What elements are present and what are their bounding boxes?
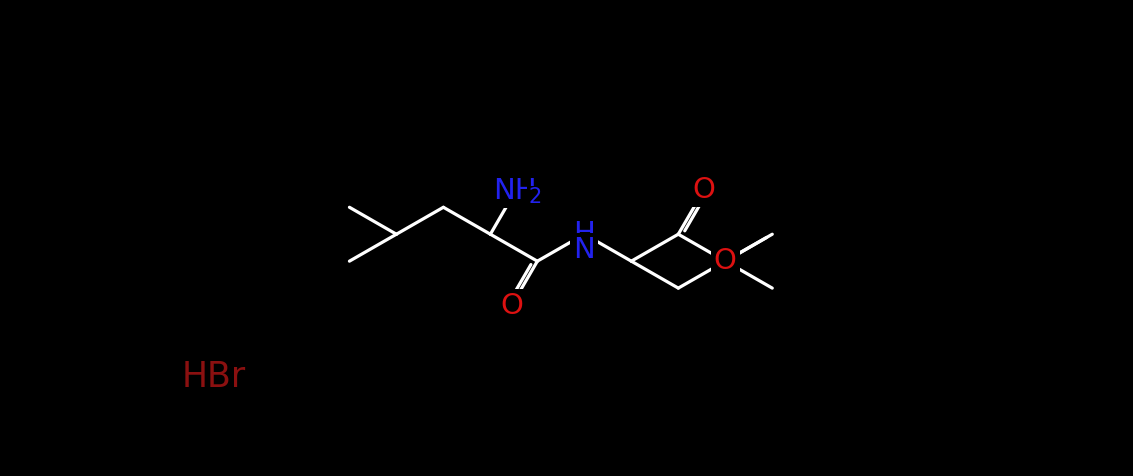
Text: H: H (573, 220, 595, 248)
Text: O: O (714, 247, 736, 275)
Text: N: N (573, 236, 595, 264)
Text: HBr: HBr (182, 360, 246, 394)
Text: NH: NH (494, 177, 537, 205)
Text: 2: 2 (528, 188, 542, 208)
Text: O: O (500, 291, 523, 319)
Text: O: O (692, 176, 716, 204)
